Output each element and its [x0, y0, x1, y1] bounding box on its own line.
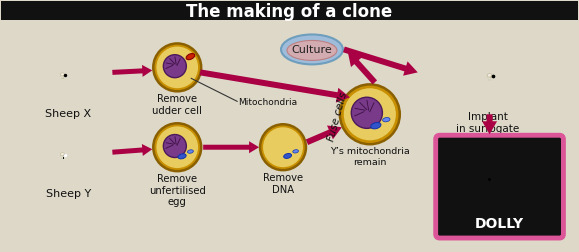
Circle shape — [344, 88, 396, 140]
Circle shape — [163, 55, 186, 78]
Ellipse shape — [487, 74, 492, 77]
Ellipse shape — [178, 154, 186, 159]
FancyBboxPatch shape — [435, 135, 563, 238]
Text: Remove
DNA: Remove DNA — [263, 173, 303, 195]
Ellipse shape — [188, 150, 193, 153]
Text: Y’s mitochondria
remain: Y’s mitochondria remain — [330, 147, 410, 167]
Text: Mitochondria: Mitochondria — [238, 98, 297, 107]
Text: Sheep X: Sheep X — [45, 109, 91, 119]
Circle shape — [156, 127, 198, 168]
Text: Remove
udder cell: Remove udder cell — [152, 94, 202, 116]
Circle shape — [156, 47, 198, 88]
Ellipse shape — [485, 177, 488, 179]
Text: Remove
unfertilised
egg: Remove unfertilised egg — [149, 174, 206, 207]
Ellipse shape — [488, 179, 489, 180]
Circle shape — [153, 43, 201, 91]
Ellipse shape — [60, 73, 65, 76]
Polygon shape — [112, 65, 152, 77]
Circle shape — [260, 124, 306, 170]
Text: Fuse cells: Fuse cells — [327, 91, 349, 143]
Ellipse shape — [281, 35, 343, 65]
Ellipse shape — [64, 155, 65, 156]
Text: The making of a clone: The making of a clone — [186, 3, 392, 20]
Text: Sheep Y: Sheep Y — [46, 189, 91, 199]
Polygon shape — [343, 47, 417, 76]
Text: Culture: Culture — [292, 45, 332, 55]
Ellipse shape — [64, 75, 65, 77]
Ellipse shape — [371, 122, 381, 129]
Bar — [1, 1, 578, 20]
Circle shape — [340, 84, 400, 144]
Circle shape — [153, 123, 201, 171]
Ellipse shape — [287, 40, 337, 60]
Text: DOLLY: DOLLY — [475, 217, 524, 231]
Ellipse shape — [60, 153, 65, 156]
Ellipse shape — [64, 75, 65, 76]
Text: Clone of sheep X
with Y’s mitochondria: Clone of sheep X with Y’s mitochondria — [448, 136, 551, 156]
Ellipse shape — [492, 76, 493, 77]
Ellipse shape — [383, 117, 390, 122]
Ellipse shape — [491, 76, 492, 78]
Circle shape — [263, 127, 303, 167]
Polygon shape — [482, 114, 497, 134]
Ellipse shape — [64, 155, 65, 156]
Circle shape — [351, 97, 382, 128]
Circle shape — [163, 135, 186, 158]
Polygon shape — [348, 52, 377, 84]
Ellipse shape — [284, 153, 292, 159]
Polygon shape — [306, 125, 342, 145]
Polygon shape — [200, 69, 350, 103]
Polygon shape — [112, 144, 152, 156]
Ellipse shape — [186, 53, 195, 60]
Text: Implant
in surrogate: Implant in surrogate — [456, 112, 519, 134]
Ellipse shape — [293, 150, 299, 153]
Polygon shape — [203, 141, 259, 153]
